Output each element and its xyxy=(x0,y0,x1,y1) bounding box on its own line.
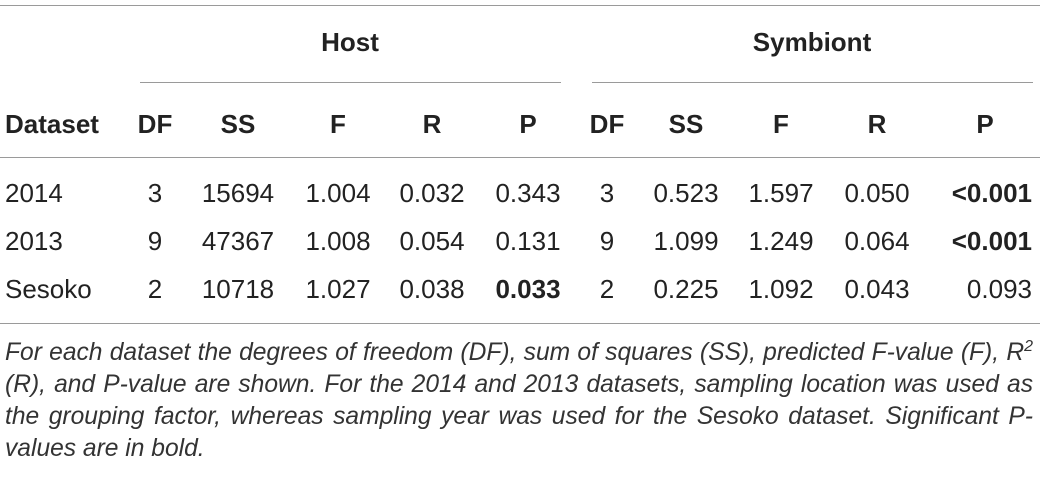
cell: 0.225 xyxy=(653,274,719,304)
caption-sup: 2 xyxy=(1024,337,1033,355)
caption-text: (R), and P-value are shown. For the 2014… xyxy=(5,371,1033,462)
column-header: P xyxy=(976,109,994,139)
cell: Sesoko xyxy=(5,274,92,304)
column-header: SS xyxy=(220,109,256,139)
cell: 0.032 xyxy=(399,178,465,208)
cell: 3 xyxy=(599,178,615,208)
cell: 1.597 xyxy=(748,178,814,208)
cell: 0.093 xyxy=(966,274,1032,304)
cell: 9 xyxy=(147,226,163,256)
cell: <0.001 xyxy=(951,226,1032,256)
cell: 2 xyxy=(599,274,615,304)
host-rule xyxy=(140,82,561,83)
cell: 0.131 xyxy=(495,226,561,256)
cell: 0.523 xyxy=(653,178,719,208)
cell: 2014 xyxy=(5,178,63,208)
top-rule xyxy=(0,5,1040,6)
cell: 1.099 xyxy=(653,226,719,256)
column-header: R xyxy=(422,109,442,139)
header-rule xyxy=(0,157,1040,158)
bottom-rule xyxy=(0,323,1040,324)
cell: 2013 xyxy=(5,226,63,256)
caption-text: For each dataset the degrees of freedom … xyxy=(5,339,1025,366)
cell: 0.050 xyxy=(844,178,910,208)
cell: 1.027 xyxy=(305,274,371,304)
cell: 0.054 xyxy=(399,226,465,256)
caption: For each dataset the degrees of freedom … xyxy=(5,337,1033,465)
cell: 1.249 xyxy=(748,226,814,256)
cell: 0.038 xyxy=(399,274,465,304)
group-header: Symbiont xyxy=(752,27,872,57)
cell: <0.001 xyxy=(951,178,1032,208)
column-header: Dataset xyxy=(5,109,99,139)
cell: 0.033 xyxy=(495,274,561,304)
cell: 0.043 xyxy=(844,274,910,304)
cell: 1.008 xyxy=(305,226,371,256)
cell: 10718 xyxy=(201,274,275,304)
cell: 0.343 xyxy=(495,178,561,208)
cell: 15694 xyxy=(201,178,275,208)
column-header: R xyxy=(867,109,887,139)
group-header: Host xyxy=(321,27,379,57)
cell: 1.004 xyxy=(305,178,371,208)
cell: 47367 xyxy=(201,226,275,256)
cell: 0.064 xyxy=(844,226,910,256)
column-header: F xyxy=(773,109,789,139)
cell: 9 xyxy=(599,226,615,256)
column-header: F xyxy=(330,109,346,139)
cell: 3 xyxy=(147,178,163,208)
column-header: P xyxy=(519,109,537,139)
column-header: DF xyxy=(137,109,173,139)
cell: 2 xyxy=(147,274,163,304)
column-header: DF xyxy=(589,109,625,139)
column-header: SS xyxy=(668,109,704,139)
symbiont-rule xyxy=(592,82,1033,83)
cell: 1.092 xyxy=(748,274,814,304)
